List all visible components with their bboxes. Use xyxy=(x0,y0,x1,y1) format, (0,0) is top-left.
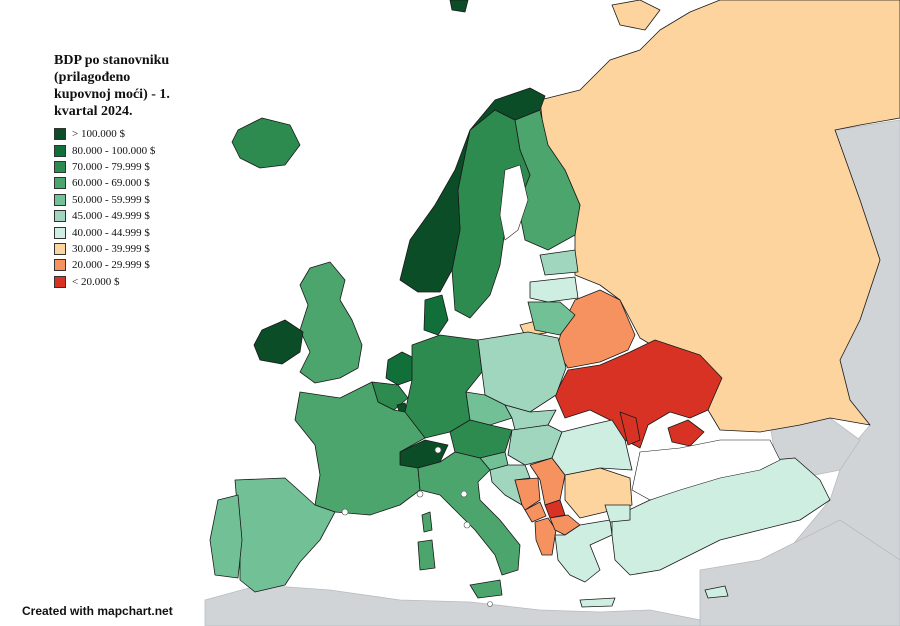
country-norway-svalbard[interactable] xyxy=(449,0,469,13)
country-ukraine[interactable] xyxy=(554,339,723,449)
country-russia[interactable] xyxy=(539,0,900,433)
legend-item: 80.000 - 100.000 $ xyxy=(54,142,194,158)
country-norway[interactable] xyxy=(399,87,546,293)
country-netherlands[interactable] xyxy=(385,351,415,386)
country-iceland[interactable] xyxy=(231,117,301,169)
dot-monaco xyxy=(416,490,424,498)
country-romania[interactable] xyxy=(551,419,633,476)
country-albania[interactable] xyxy=(534,517,557,556)
black-sea xyxy=(631,439,781,501)
legend-swatch xyxy=(54,128,66,141)
legend-label: 30.000 - 39.999 $ xyxy=(72,242,150,255)
country-uk[interactable] xyxy=(299,261,363,384)
legend-label: 60.000 - 69.000 $ xyxy=(72,177,150,190)
legend-item: 40.000 - 44.999 $ xyxy=(54,224,194,240)
legend-item: 20.000 - 29.999 $ xyxy=(54,257,194,273)
legend-label: 40.000 - 44.999 $ xyxy=(72,226,150,239)
country-montenegro[interactable] xyxy=(524,501,547,523)
dot-liechtenstein xyxy=(434,446,442,454)
country-spain[interactable] xyxy=(234,477,336,593)
legend-item: 45.000 - 49.999 $ xyxy=(54,208,194,224)
legend-item: 50.000 - 59.999 $ xyxy=(54,192,194,208)
legend-title: BDP po stanovniku (prilagođeno kupovnoj … xyxy=(54,53,170,119)
legend-items: > 100.000 $ 80.000 - 100.000 $ 70.000 - … xyxy=(54,126,194,290)
legend-label: 45.000 - 49.999 $ xyxy=(72,210,150,223)
legend-swatch xyxy=(54,275,66,288)
country-greece-crete[interactable] xyxy=(579,597,616,608)
map-legend: BDP po stanovniku (prilagođeno kupovnoj … xyxy=(54,52,194,290)
legend-swatch xyxy=(54,259,66,272)
country-italy-sardinia[interactable] xyxy=(417,539,436,571)
legend-label: 20.000 - 29.999 $ xyxy=(72,259,150,272)
legend-item: > 100.000 $ xyxy=(54,126,194,142)
dot-malta xyxy=(487,601,493,607)
legend-swatch xyxy=(54,160,66,173)
dot-andorra xyxy=(341,508,349,516)
legend-swatch xyxy=(54,144,66,157)
legend-swatch xyxy=(54,177,66,190)
country-portugal[interactable] xyxy=(209,494,243,579)
country-lithuania[interactable] xyxy=(527,301,576,336)
country-italy-sicily[interactable] xyxy=(469,579,503,599)
country-france-corsica[interactable] xyxy=(421,511,433,533)
country-kosovo[interactable] xyxy=(544,499,566,519)
dot-san-marino xyxy=(460,490,468,498)
legend-label: < 20.000 $ xyxy=(72,275,120,288)
legend-label: 50.000 - 59.999 $ xyxy=(72,193,150,206)
country-bosnia[interactable] xyxy=(514,477,541,511)
dot-vatican xyxy=(463,521,471,529)
region-africa xyxy=(204,584,701,626)
legend-swatch xyxy=(54,210,66,223)
legend-label: 80.000 - 100.000 $ xyxy=(72,144,156,157)
legend-swatch xyxy=(54,226,66,239)
legend-label: > 100.000 $ xyxy=(72,128,125,141)
country-denmark[interactable] xyxy=(423,294,449,336)
legend-label: 70.000 - 79.999 $ xyxy=(72,160,150,173)
country-latvia[interactable] xyxy=(529,276,579,303)
country-france[interactable] xyxy=(294,381,426,516)
country-turkey-thrace[interactable] xyxy=(604,504,631,523)
country-russia-north[interactable] xyxy=(611,0,661,31)
country-poland[interactable] xyxy=(477,331,567,413)
region-middle-east xyxy=(699,519,900,626)
country-cyprus[interactable] xyxy=(704,585,729,599)
country-estonia[interactable] xyxy=(539,249,579,276)
mapchart-credit: Created with mapchart.net xyxy=(22,604,173,618)
legend-swatch xyxy=(54,193,66,206)
country-moldova[interactable] xyxy=(619,411,641,446)
country-greece[interactable] xyxy=(554,519,613,583)
legend-item: 70.000 - 79.999 $ xyxy=(54,159,194,175)
legend-item: 30.000 - 39.999 $ xyxy=(54,241,194,257)
legend-item: 60.000 - 69.000 $ xyxy=(54,175,194,191)
country-ukraine-crimea[interactable] xyxy=(667,419,705,447)
gulf-of-bothnia xyxy=(499,164,529,241)
legend-item: < 20.000 $ xyxy=(54,274,194,290)
legend-swatch xyxy=(54,242,66,255)
country-ireland[interactable] xyxy=(253,319,304,365)
